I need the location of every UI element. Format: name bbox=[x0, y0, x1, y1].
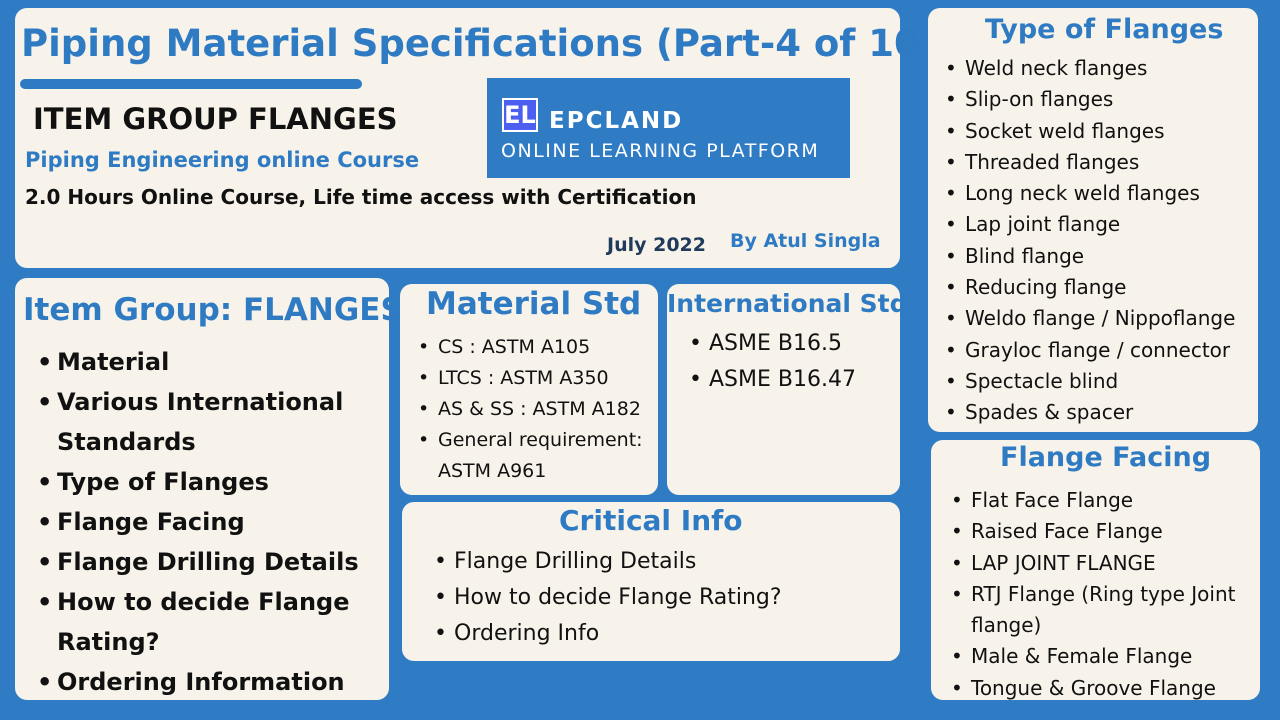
list-item: Spades & spacer bbox=[943, 397, 1235, 429]
list-item: Type of Flanges bbox=[35, 462, 375, 502]
types-title: Type of Flanges bbox=[985, 14, 1224, 45]
list-item: Material bbox=[35, 342, 375, 382]
list-item: Flange Facing bbox=[35, 502, 375, 542]
list-item: Various International Standards bbox=[35, 382, 375, 462]
list-item: Weld neck flanges bbox=[943, 53, 1235, 85]
critical-info-panel: Critical Info Flange Drilling Details Ho… bbox=[402, 502, 900, 661]
list-item: ASME B16.5 bbox=[687, 326, 856, 362]
list-item: Long neck weld flanges bbox=[943, 178, 1235, 210]
critical-info-title: Critical Info bbox=[559, 504, 743, 537]
list-item: Spectacle blind bbox=[943, 366, 1235, 398]
logo-mark: EL bbox=[502, 98, 538, 132]
date: July 2022 bbox=[607, 234, 706, 256]
epcland-logo: EL EPCLAND ONLINE LEARNING PLATFORM bbox=[487, 78, 850, 178]
list-item: Flat Face Flange bbox=[949, 485, 1254, 517]
international-std-title: International Std bbox=[667, 289, 908, 318]
item-group-list: Material Various International Standards… bbox=[35, 342, 375, 702]
facing-list: Flat Face Flange Raised Face Flange LAP … bbox=[949, 485, 1254, 704]
list-item: Lap joint flange bbox=[943, 209, 1235, 241]
list-item: How to decide Flange Rating? bbox=[35, 582, 375, 662]
item-group-title: Item Group: FLANGES bbox=[23, 292, 403, 328]
logo-brand: EPCLAND bbox=[549, 108, 684, 134]
types-panel: Type of Flanges Weld neck flanges Slip-o… bbox=[928, 8, 1258, 432]
list-item: How to decide Flange Rating? bbox=[432, 580, 782, 616]
list-item: Male & Female Flange bbox=[949, 641, 1254, 673]
page-title: Piping Material Specifications (Part-4 o… bbox=[21, 22, 937, 65]
list-item: Slip-on flanges bbox=[943, 84, 1235, 116]
list-item: Flange Drilling Details bbox=[35, 542, 375, 582]
author: By Atul Singla bbox=[730, 230, 881, 252]
international-std-panel: International Std ASME B16.5 ASME B16.47 bbox=[667, 284, 908, 495]
item-group-panel: Item Group: FLANGES Material Various Int… bbox=[15, 278, 403, 702]
list-item: AS & SS : ASTM A182 bbox=[416, 394, 656, 425]
list-item: Ordering Information bbox=[35, 662, 375, 702]
subtitle: ITEM GROUP FLANGES bbox=[33, 102, 398, 136]
list-item: Weldo flange / Nippoflange bbox=[943, 303, 1235, 335]
list-item: Tongue & Groove Flange bbox=[949, 673, 1254, 705]
facing-panel: Flange Facing Flat Face Flange Raised Fa… bbox=[931, 440, 1260, 704]
list-item: CS : ASTM A105 bbox=[416, 332, 656, 363]
course-details: 2.0 Hours Online Course, Life time acces… bbox=[25, 185, 697, 209]
list-item: Threaded flanges bbox=[943, 147, 1235, 179]
material-std-list: CS : ASTM A105 LTCS : ASTM A350 AS & SS … bbox=[416, 332, 656, 487]
title-underline bbox=[20, 79, 362, 89]
material-std-panel: Material Std CS : ASTM A105 LTCS : ASTM … bbox=[400, 284, 658, 495]
list-item: Flange Drilling Details bbox=[432, 544, 782, 580]
list-item: Blind flange bbox=[943, 241, 1235, 273]
list-item: ASME B16.47 bbox=[687, 362, 856, 398]
facing-title: Flange Facing bbox=[1000, 442, 1212, 473]
list-item: LTCS : ASTM A350 bbox=[416, 363, 656, 394]
course-name: Piping Engineering online Course bbox=[25, 148, 420, 172]
list-item: General requirement: ASTM A961 bbox=[416, 425, 656, 487]
list-item: Reducing flange bbox=[943, 272, 1235, 304]
list-item: RTJ Flange (Ring type Joint flange) bbox=[949, 579, 1254, 642]
list-item: Grayloc flange / connector bbox=[943, 335, 1235, 367]
list-item: Ordering Info bbox=[432, 616, 782, 652]
types-list: Weld neck flanges Slip-on flanges Socket… bbox=[943, 53, 1235, 429]
list-item: Raised Face Flange bbox=[949, 516, 1254, 548]
list-item: LAP JOINT FLANGE bbox=[949, 548, 1254, 580]
list-item: Socket weld flanges bbox=[943, 116, 1235, 148]
logo-tagline: ONLINE LEARNING PLATFORM bbox=[501, 140, 820, 162]
material-std-title: Material Std bbox=[426, 286, 642, 322]
critical-info-list: Flange Drilling Details How to decide Fl… bbox=[432, 544, 782, 652]
international-std-list: ASME B16.5 ASME B16.47 bbox=[687, 326, 856, 398]
header-panel: Piping Material Specifications (Part-4 o… bbox=[15, 8, 937, 268]
